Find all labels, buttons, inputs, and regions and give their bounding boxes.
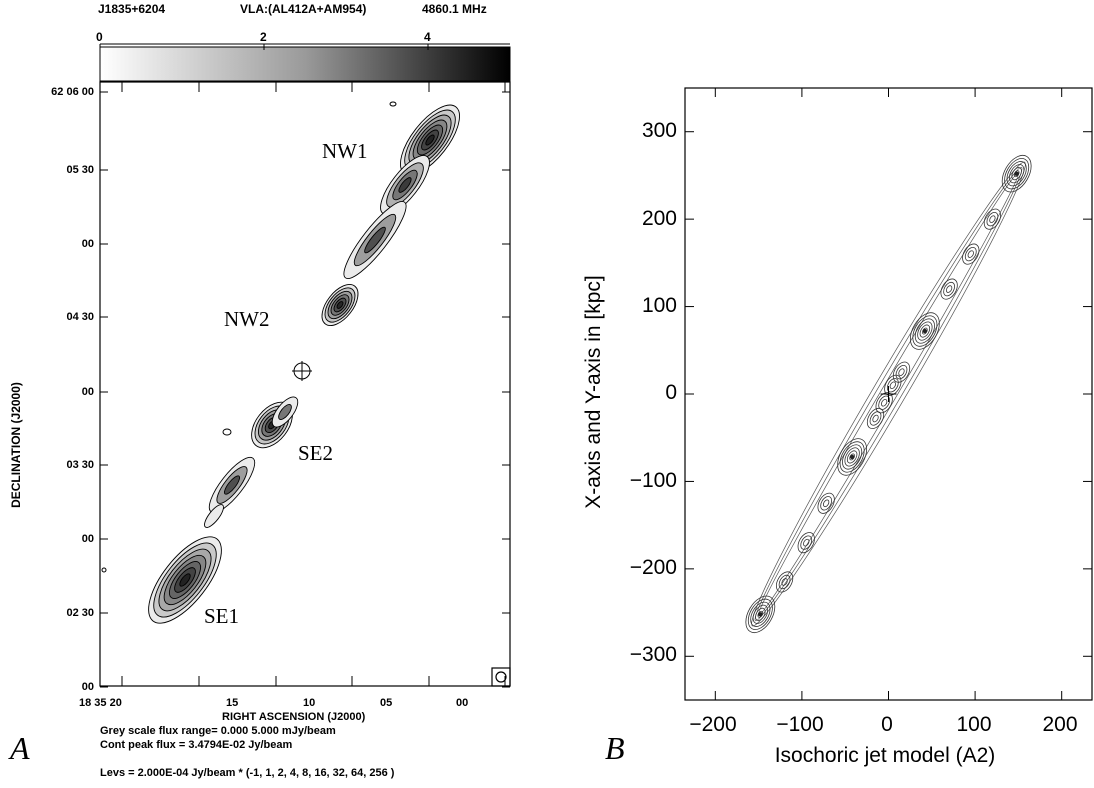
ra-tick-label: 18 35 20 (79, 697, 122, 709)
cont-peak-flux: Cont peak flux = 3.4794E-02 Jy/beam (100, 739, 293, 751)
grey-scale-range: Grey scale flux range= 0.000 5.000 mJy/b… (100, 725, 336, 737)
colorbar-tick-2: 2 (260, 30, 267, 44)
y-tick-label: 100 (641, 294, 677, 317)
x-tick-label: 200 (1042, 713, 1078, 736)
colorbar (99, 46, 511, 82)
dec-tick-label: 00 (81, 386, 94, 398)
knot-peak (1014, 171, 1019, 176)
ra-tick-label: 10 (303, 697, 316, 709)
x-tick-label: 0 (881, 713, 893, 736)
dec-tick-label: 00 (81, 238, 94, 250)
y-tick-label: 0 (665, 381, 677, 404)
isolated-contour (222, 428, 232, 436)
nw1-lobe-contours (400, 104, 460, 176)
jet-envelope-contour (757, 172, 1020, 616)
knot-contours (892, 361, 911, 383)
ra-tick-label: 00 (456, 697, 469, 709)
y-tick-label: −100 (629, 469, 677, 492)
frequency-header: 4860.1 MHz (422, 2, 487, 16)
y-axis-title: X-axis and Y-axis in [kpc] (582, 275, 605, 509)
knot-contours (1001, 154, 1032, 193)
knot-contours (797, 532, 815, 554)
knot-contours (983, 208, 1002, 230)
beam-box (491, 667, 511, 687)
colorbar-tick-0: 0 (96, 30, 103, 44)
knot-contours (745, 595, 776, 634)
dec-tick-label: 03 30 (66, 459, 94, 471)
north-jet-contours (343, 201, 407, 279)
knot-peak (922, 328, 928, 334)
component-label-nw2: NW2 (224, 307, 270, 331)
component-label-se2: SE2 (298, 441, 334, 465)
x-tick-label: 100 (956, 713, 992, 736)
y-tick-label: −200 (629, 556, 677, 579)
instrument-header: VLA:(AL412A+AM954) (240, 2, 367, 16)
south-jet-fragment (204, 504, 224, 528)
dec-tick-label: 00 (81, 533, 94, 545)
x-tick-label: −200 (689, 713, 737, 736)
colorbar-tick-4: 4 (424, 30, 431, 44)
south-jet-contours (208, 456, 256, 514)
knot-contours (940, 278, 958, 300)
dec-tick-label: 05 30 (66, 164, 94, 176)
knot-contours (962, 243, 980, 265)
se2-extension-contours (271, 396, 299, 428)
y-tick-label: 300 (641, 119, 677, 142)
beam-ellipse (495, 671, 507, 683)
ra-tick-label: 15 (226, 697, 239, 709)
knot-contours (817, 492, 835, 514)
knot-contours (837, 438, 868, 476)
x-axis-title: Isochoric jet model (A2) (774, 744, 996, 767)
y-tick-label: 200 (641, 207, 677, 230)
contour-levels: Levs = 2.000E-04 Jy/beam * (-1, 1, 2, 4,… (100, 767, 395, 779)
x-tick-label: −100 (776, 713, 824, 736)
ra-tick-label: 05 (380, 697, 393, 709)
ra-axis-title: RIGHT ASCENSION (J2000) (222, 711, 366, 723)
isolated-contour (101, 567, 107, 573)
component-label-se1: SE1 (204, 604, 240, 628)
dec-tick-label: 02 30 (66, 607, 94, 619)
dec-tick-label: 00 (81, 681, 94, 693)
panel-letter-a: A (10, 730, 30, 766)
nw2-knot-contours (321, 284, 359, 326)
isolated-contour (389, 101, 397, 107)
knot-contours (909, 312, 940, 350)
jet-envelope-contour (751, 161, 1026, 627)
knot-contours (884, 374, 902, 396)
component-label-nw1: NW1 (322, 139, 368, 163)
dec-tick-label: 62 06 00 (51, 86, 94, 98)
nw1-tail-contours (380, 155, 430, 215)
y-tick-label: −300 (629, 643, 677, 666)
jet-envelope-contour (754, 166, 1023, 622)
panel-letter-b: B (605, 730, 625, 766)
knot-contours (775, 571, 794, 593)
dec-tick-label: 04 30 (66, 311, 94, 323)
source-header: J1835+6204 (98, 2, 166, 16)
knot-peak (758, 612, 763, 617)
se1-lobe-contours (148, 536, 222, 624)
knot-contours (866, 407, 885, 430)
knot-peak (849, 454, 855, 460)
